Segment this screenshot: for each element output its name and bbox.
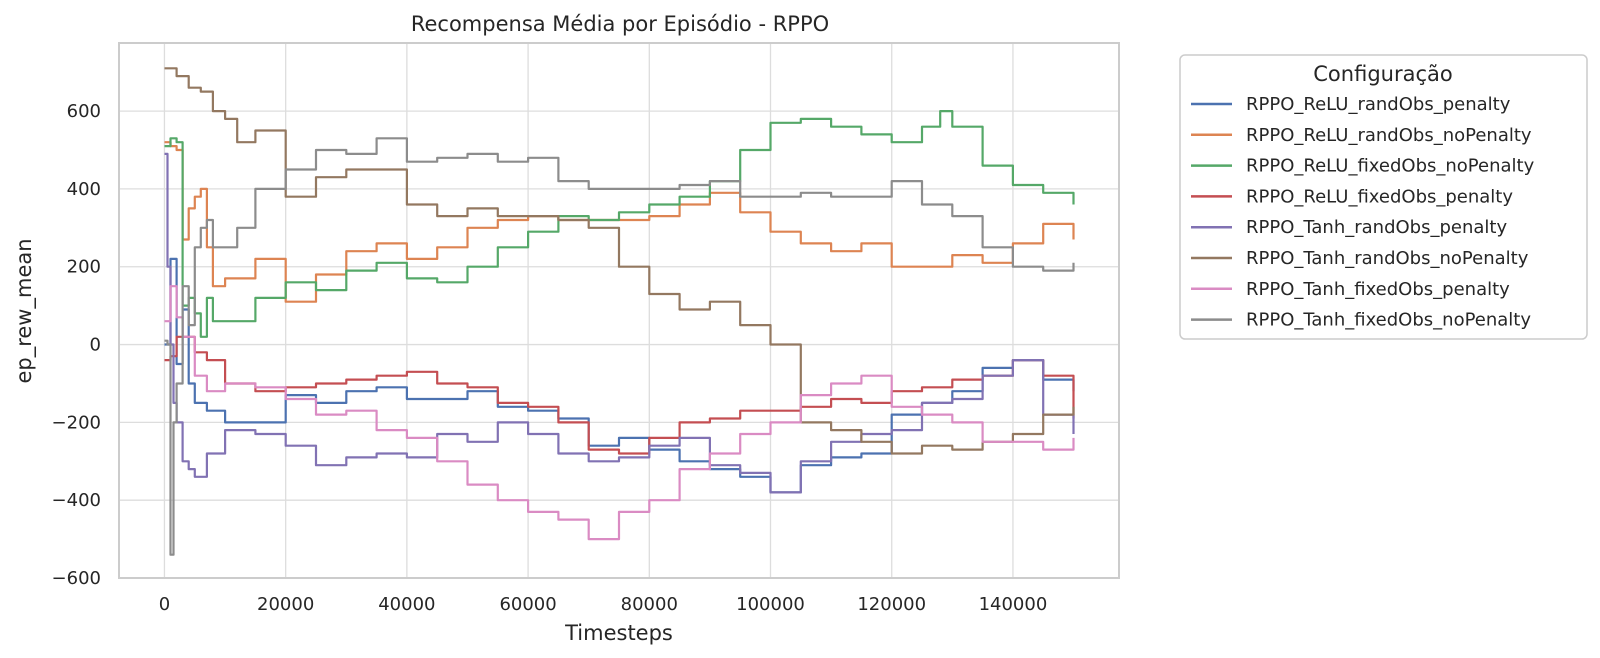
y-tick-label: 400	[67, 179, 101, 200]
legend-label: RPPO_ReLU_randObs_penalty	[1246, 94, 1511, 115]
legend-label: RPPO_Tanh_randObs_noPenalty	[1246, 248, 1529, 269]
legend-label: RPPO_ReLU_fixedObs_penalty	[1246, 186, 1513, 207]
legend-label: RPPO_Tanh_randObs_penalty	[1246, 217, 1507, 238]
series-line	[164, 285, 1075, 541]
x-tick-label: 140000	[979, 594, 1048, 615]
y-tick-label: 600	[67, 101, 101, 122]
x-tick-label: 0	[159, 594, 170, 615]
series-line	[164, 141, 1075, 303]
x-tick-label: 120000	[857, 594, 926, 615]
x-tick-label: 40000	[378, 594, 435, 615]
x-tick-label: 60000	[499, 594, 556, 615]
x-tick-label: 20000	[257, 594, 314, 615]
y-tick-labels: −600 −400 −200 0 200 400 600	[52, 101, 101, 589]
y-tick-label: 0	[90, 335, 101, 356]
series-line	[164, 67, 1075, 455]
plot-frame	[118, 42, 1120, 579]
legend-title: Configuração	[1313, 62, 1452, 86]
chart-title: Recompensa Média por Episódio - RPPO	[411, 12, 829, 36]
x-tick-label: 80000	[621, 594, 678, 615]
legend: Configuração RPPO_ReLU_randObs_penaltyRP…	[1179, 54, 1588, 340]
y-tick-label: −400	[52, 490, 101, 511]
legend-items: RPPO_ReLU_randObs_penalty RPPO_ReLU_randO…	[1191, 94, 1535, 331]
series-line	[164, 110, 1075, 338]
legend-box	[1179, 54, 1588, 340]
y-tick-label: −200	[52, 412, 101, 433]
series-line	[164, 152, 1075, 494]
series-line	[164, 137, 1075, 556]
legend-label: RPPO_ReLU_randObs_noPenalty	[1246, 125, 1532, 146]
legend-label: RPPO_Tanh_fixedObs_penalty	[1246, 279, 1510, 300]
y-axis-label: ep_rew_mean	[12, 238, 37, 383]
plot-area	[119, 43, 1119, 578]
x-tick-labels: 0 20000 40000 60000 80000 100000 120000 140000	[159, 594, 1048, 615]
y-tick-label: −600	[52, 568, 101, 589]
legend-label: RPPO_Tanh_fixedObs_noPenalty	[1246, 310, 1531, 331]
series-lines	[164, 67, 1075, 556]
legend-label: RPPO_ReLU_fixedObs_noPenalty	[1246, 156, 1535, 177]
x-axis-label: Timesteps	[564, 621, 673, 645]
y-tick-label: 200	[67, 257, 101, 278]
x-tick-label: 100000	[736, 594, 805, 615]
